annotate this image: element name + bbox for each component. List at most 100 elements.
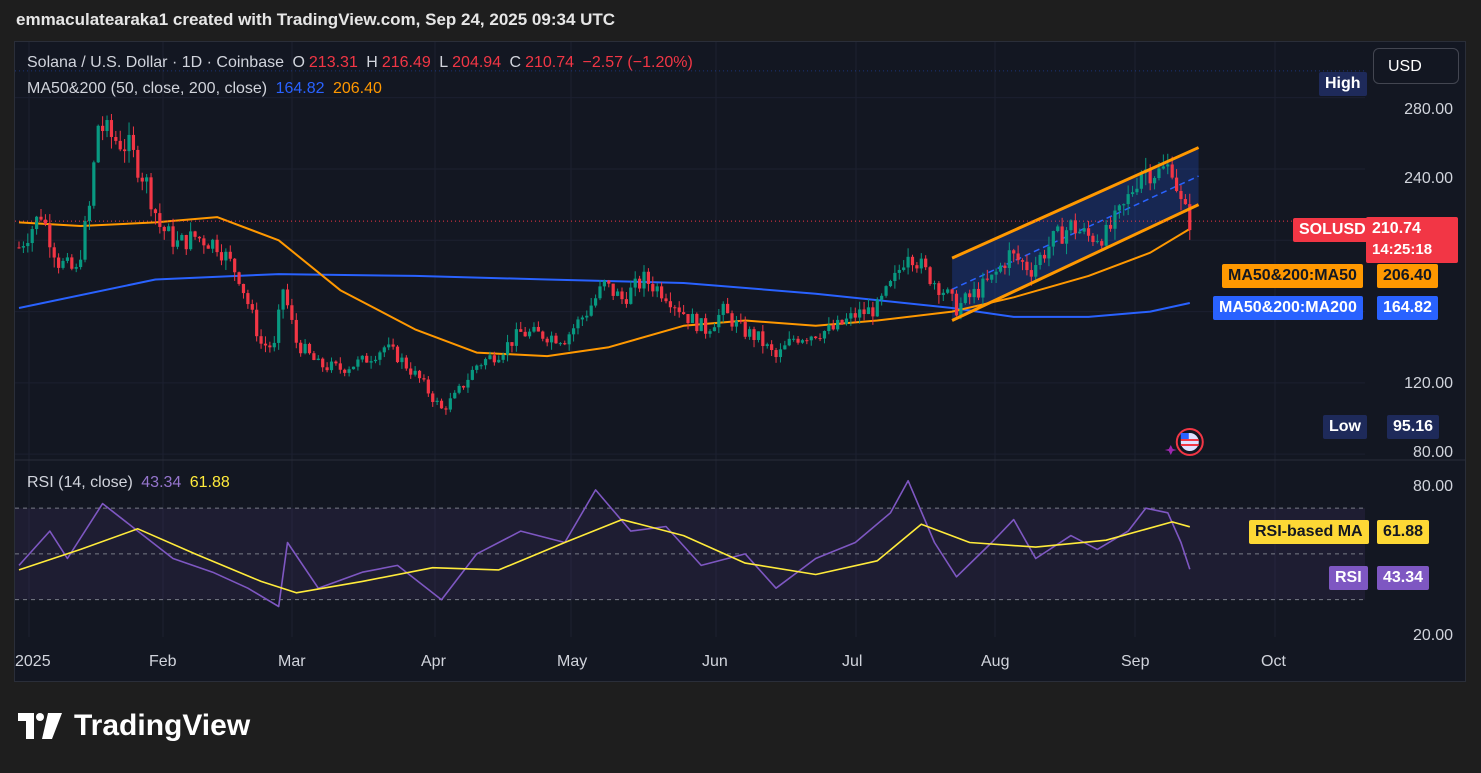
candle-body	[607, 280, 611, 284]
candle-body	[373, 359, 378, 362]
candle-body	[338, 363, 342, 370]
low-label-legend: L	[439, 54, 449, 71]
last-price-value: 210.74	[1372, 220, 1421, 237]
candle-body	[290, 305, 294, 320]
candle-body	[990, 274, 994, 280]
candle-body	[1078, 231, 1082, 234]
candle-body	[690, 313, 695, 324]
candle-body	[739, 320, 743, 322]
candle-body	[285, 289, 290, 306]
candle-body	[404, 357, 408, 369]
candle-body	[717, 314, 721, 328]
candle-body	[171, 226, 175, 247]
candle-body	[360, 355, 364, 360]
candle-body	[228, 251, 232, 259]
candle-body	[391, 344, 395, 347]
symbol-title[interactable]: Solana / U.S. Dollar · 1D · Coinbase	[27, 54, 284, 71]
candle-body	[105, 120, 109, 132]
candle-body	[422, 378, 426, 380]
candle-body	[233, 258, 237, 273]
candle-body	[325, 367, 329, 371]
candle-body	[985, 278, 989, 280]
candle-body	[1025, 261, 1029, 271]
candle-body	[193, 231, 197, 237]
candle-body	[1152, 178, 1157, 184]
candle-body	[884, 286, 888, 296]
candle-body	[527, 331, 532, 337]
candle-body	[153, 209, 158, 214]
candle-body	[497, 359, 501, 363]
month-label: Apr	[421, 653, 446, 670]
candle-countdown: 14:25:18	[1372, 241, 1433, 258]
candle-body	[1108, 224, 1113, 229]
candle-body	[197, 236, 202, 239]
rsi-legend[interactable]: RSI (14, close) 43.34 61.88	[27, 474, 234, 492]
candle-body	[897, 269, 901, 273]
candle-body	[959, 303, 963, 316]
candle-body	[1082, 228, 1086, 232]
candle-body	[554, 335, 558, 344]
currency-button[interactable]: USD	[1373, 48, 1459, 84]
candle-body	[140, 177, 144, 182]
candle-body	[83, 221, 87, 260]
candle-body	[30, 229, 34, 244]
candle-body	[48, 224, 52, 248]
chart-frame[interactable]: Solana / U.S. Dollar · 1D · Coinbase O 21…	[14, 41, 1466, 682]
candle-body	[660, 286, 664, 299]
month-label: Mar	[278, 653, 306, 670]
change-value: −2.57 (−1.20%)	[582, 54, 693, 71]
month-label: Sep	[1121, 653, 1150, 670]
candle-body	[321, 358, 325, 368]
candle-body	[17, 247, 21, 249]
candle-body	[1130, 192, 1135, 195]
ma-legend[interactable]: MA50&200 (50, close, 200, close) 164.82 …	[27, 80, 386, 98]
candle-body	[1117, 205, 1121, 211]
candle-body	[457, 385, 461, 393]
us-flag-icon-ring	[1175, 428, 1204, 456]
candle-body	[928, 267, 932, 285]
channel-lower	[951, 203, 1200, 322]
candle-body	[387, 344, 391, 348]
chart-canvas[interactable]	[15, 42, 1465, 681]
candle-body	[682, 312, 686, 315]
candle-body	[1020, 260, 1025, 262]
candle-body	[673, 307, 677, 309]
rsi-ma-value-tag: 61.88	[1377, 520, 1430, 544]
candle-body	[906, 256, 910, 268]
candle-body	[633, 278, 637, 288]
candle-body	[770, 344, 774, 351]
candle-body	[87, 205, 92, 222]
candle-body	[844, 318, 849, 324]
tradingview-logo[interactable]: TradingView	[18, 709, 250, 743]
candle-body	[941, 292, 945, 295]
candle-body	[70, 257, 74, 269]
high-value: 216.49	[381, 54, 431, 71]
candle-body	[79, 259, 83, 268]
candle-body	[466, 379, 470, 388]
ma200-value-tag: 164.82	[1377, 296, 1438, 320]
candle-body	[1029, 270, 1033, 277]
candle-body	[1174, 177, 1179, 191]
candle-body	[461, 385, 466, 388]
candle-body	[219, 252, 224, 261]
candle-body	[114, 136, 118, 141]
high-label-legend: H	[366, 54, 378, 71]
candle-body	[1064, 230, 1069, 244]
rsi-legend-value: 43.34	[141, 474, 182, 491]
candle-body	[162, 226, 166, 232]
candle-body	[347, 369, 351, 373]
candle-body	[699, 318, 703, 332]
candle-body	[932, 283, 937, 285]
rsi-tag: RSI	[1329, 566, 1368, 590]
candle-body	[924, 258, 928, 268]
candle-body	[1122, 204, 1126, 206]
candle-body	[765, 344, 769, 347]
candle-body	[532, 326, 536, 332]
ma50-line	[18, 216, 1191, 358]
candle-body	[1047, 246, 1051, 259]
sparkle-icon	[1164, 445, 1177, 455]
candle-body	[893, 272, 897, 282]
ma200-line	[18, 273, 1191, 318]
ma50-tag: MA50&200:MA50	[1222, 264, 1363, 288]
candle-body	[646, 271, 651, 284]
